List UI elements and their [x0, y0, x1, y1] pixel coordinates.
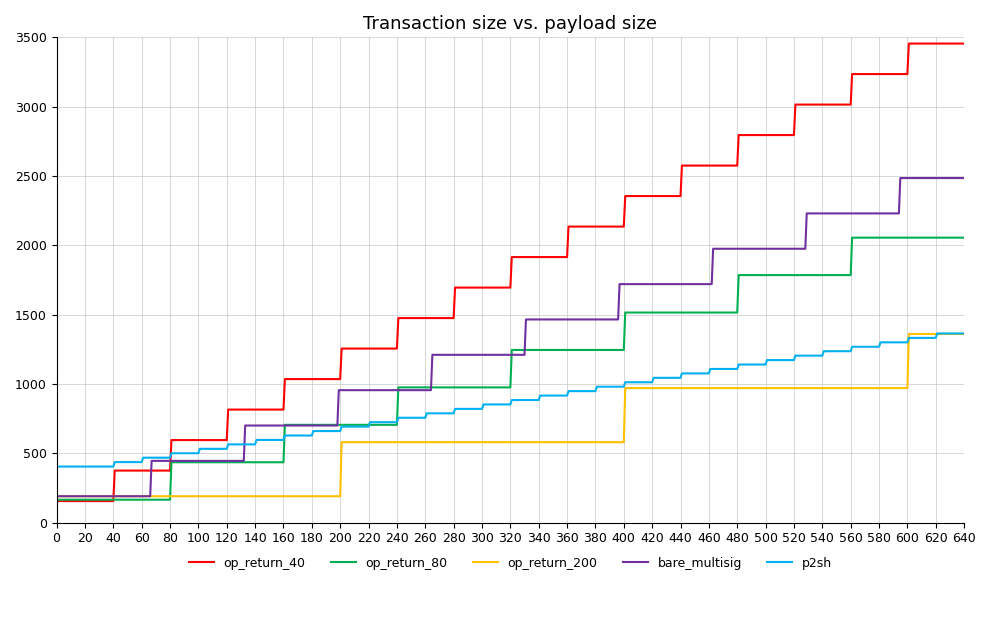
bare_multisig	[894, 174, 906, 182]
op_return_80	[900, 234, 912, 241]
p2sh	[606, 383, 618, 390]
op_return_40	[903, 40, 915, 48]
p2sh	[958, 329, 970, 337]
op_return_80	[846, 234, 858, 241]
op_return_40	[606, 223, 618, 230]
bare_multisig	[675, 281, 687, 288]
op_return_200	[156, 492, 167, 500]
op_return_40	[899, 70, 911, 78]
op_return_80	[594, 346, 606, 354]
p2sh	[932, 329, 943, 337]
bare_multisig	[958, 174, 970, 182]
op_return_40	[51, 497, 62, 505]
op_return_80	[675, 309, 687, 317]
Line: p2sh: p2sh	[56, 333, 964, 467]
bare_multisig	[69, 492, 81, 500]
Line: bare_multisig: bare_multisig	[56, 178, 964, 496]
bare_multisig	[606, 316, 618, 324]
op_return_200	[903, 330, 915, 338]
op_return_80	[606, 346, 618, 354]
p2sh	[51, 463, 62, 471]
p2sh	[69, 463, 81, 471]
op_return_200	[594, 438, 606, 446]
Line: op_return_40: op_return_40	[56, 44, 964, 501]
op_return_40	[69, 497, 81, 505]
op_return_200	[899, 385, 911, 392]
bare_multisig	[51, 492, 62, 500]
bare_multisig	[594, 316, 606, 324]
op_return_200	[69, 492, 81, 500]
Legend: op_return_40, op_return_80, op_return_200, bare_multisig, p2sh: op_return_40, op_return_80, op_return_20…	[183, 551, 837, 575]
Line: op_return_80: op_return_80	[56, 238, 964, 499]
op_return_80	[69, 496, 81, 503]
op_return_80	[156, 496, 167, 503]
Line: op_return_200: op_return_200	[56, 334, 964, 496]
op_return_200	[51, 492, 62, 500]
p2sh	[594, 383, 606, 390]
op_return_80	[51, 496, 62, 503]
op_return_40	[675, 192, 687, 200]
op_return_40	[958, 40, 970, 48]
bare_multisig	[156, 457, 167, 465]
op_return_40	[594, 223, 606, 230]
op_return_40	[156, 467, 167, 474]
p2sh	[899, 338, 911, 346]
p2sh	[156, 454, 167, 462]
Title: Transaction size vs. payload size: Transaction size vs. payload size	[364, 15, 657, 33]
op_return_200	[606, 438, 618, 446]
p2sh	[675, 374, 687, 382]
op_return_200	[958, 330, 970, 338]
op_return_80	[958, 234, 970, 241]
bare_multisig	[900, 174, 912, 182]
op_return_200	[675, 385, 687, 392]
